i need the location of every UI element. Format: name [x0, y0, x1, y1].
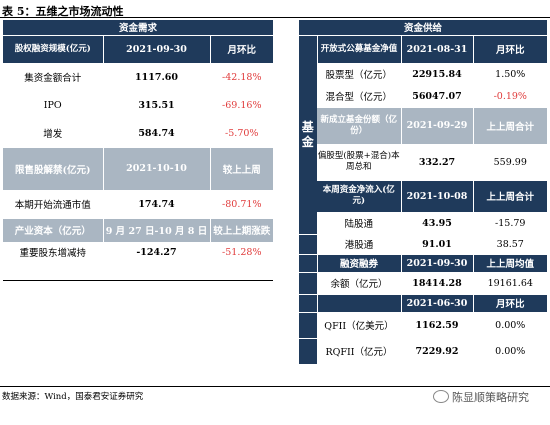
table-row: IPO 315.51 -69.16%	[3, 91, 273, 120]
row-label: 集资金额合计	[3, 63, 103, 92]
lockup-header: 限售股解禁(亿元)	[3, 147, 103, 191]
row-change: -5.70%	[209, 119, 273, 148]
open-fund-date-header: 2021-08-31	[400, 35, 473, 64]
row-label: QFII（亿美元）	[316, 312, 401, 339]
row-label: 港股通	[316, 234, 401, 255]
open-fund-header: 开放式公募基金净值	[316, 35, 401, 64]
table-row: 港股通 91.01 38.57	[299, 234, 548, 255]
top-rule	[0, 17, 550, 18]
row-change: 559.99	[472, 144, 548, 181]
supply-table: 资金供给 基金 开放式公募基金净值 2021-08-31 月环比 股票型（亿元）…	[299, 20, 548, 365]
new-fund-change-header: 上上周合计	[472, 107, 548, 145]
source-note: 数据来源：Wind，国泰君安证券研究	[2, 392, 144, 402]
row-value: 332.27	[400, 144, 473, 181]
lockup-date-header: 2021-10-10	[102, 147, 210, 191]
equity-date-header: 2021-09-30	[102, 35, 210, 64]
equity-change-header: 月环比	[209, 35, 273, 64]
table-caption: 表 5：五维之市场流动性	[2, 5, 124, 18]
row-value: 91.01	[400, 234, 473, 255]
row-change: 1.50%	[472, 63, 548, 86]
fund-side-label: 基金	[299, 35, 317, 235]
qfii-date-header: 2021-06-30	[400, 294, 473, 313]
row-label: 混合型（亿元）	[317, 85, 401, 108]
table-row: 重要股东增减持 -124.27 -51.28%	[3, 242, 273, 263]
watermark-text: 陈显顺策略研究	[452, 391, 529, 404]
row-label: RQFII（亿元）	[316, 338, 401, 365]
qfii-change-header: 月环比	[472, 294, 548, 313]
row-value: 584.74	[102, 119, 210, 148]
industrial-capital-header: 产业资本（亿元）	[3, 218, 103, 243]
row-label: IPO	[3, 91, 103, 120]
row-value: 1162.59	[400, 312, 473, 339]
row-value: -124.27	[102, 242, 210, 263]
supply-title: 资金供给	[299, 20, 548, 36]
demand-table: 资金需求 股权融资规模(亿元) 2021-09-30 月环比 集资金额合计 11…	[3, 20, 273, 263]
table-row: 股票型（亿元） 22915.84 1.50%	[299, 63, 548, 86]
lockup-change-header: 较上上周	[209, 147, 273, 191]
row-value: 1117.60	[102, 63, 210, 92]
demand-title: 资金需求	[3, 20, 273, 36]
row-label: 偏股型(股票+混合)本周总和	[317, 144, 401, 181]
net-inflow-change-header: 上上周合计	[472, 180, 548, 213]
row-change: -15.79	[472, 212, 548, 235]
equity-financing-header: 股权融资规模(亿元)	[3, 35, 103, 64]
qfii-header	[316, 294, 401, 313]
row-change: 0.00%	[472, 338, 548, 365]
table-row: 陆股通 43.95 -15.79	[299, 212, 548, 235]
bottom-rule	[0, 386, 550, 387]
row-change: 38.57	[472, 234, 548, 255]
table-row: 集资金额合计 1117.60 -42.18%	[3, 63, 273, 92]
row-value: 315.51	[102, 91, 210, 120]
net-inflow-date-header: 2021-10-08	[400, 180, 473, 213]
row-value: 22915.84	[400, 63, 473, 86]
row-label: 股票型（亿元）	[317, 63, 401, 86]
table-row: QFII（亿美元） 1162.59 0.00%	[299, 312, 548, 339]
table-row: 偏股型(股票+混合)本周总和 332.27 559.99	[299, 144, 548, 181]
new-fund-date-header: 2021-09-29	[400, 107, 473, 145]
row-label: 余额（亿元）	[316, 272, 401, 295]
row-label: 增发	[3, 119, 103, 148]
row-change: -80.71%	[209, 190, 273, 219]
watermark: 陈显顺策略研究	[433, 389, 529, 405]
table-row: 混合型（亿元） 56047.07 -0.19%	[299, 85, 548, 108]
demand-bottom-rule	[3, 280, 273, 281]
table-row: RQFII（亿元） 7229.92 0.00%	[299, 338, 548, 365]
row-value: 7229.92	[400, 338, 473, 365]
row-change: -51.28%	[209, 242, 273, 263]
margin-header: 融资融券	[316, 254, 401, 273]
row-label: 陆股通	[317, 212, 401, 235]
table-row: 本期开始流通市值 174.74 -80.71%	[3, 190, 273, 219]
row-label: 本期开始流通市值	[3, 190, 103, 219]
row-change: -42.18%	[209, 63, 273, 92]
row-value: 56047.07	[400, 85, 473, 108]
row-change: -69.16%	[209, 91, 273, 120]
net-inflow-header: 本周资金净流入(亿元)	[317, 180, 401, 213]
row-label: 重要股东增减持	[3, 242, 103, 263]
row-change: 0.00%	[472, 312, 548, 339]
margin-change-header: 上上周均值	[472, 254, 548, 273]
table-row: 增发 584.74 -5.70%	[3, 119, 273, 148]
margin-date-header: 2021-09-30	[400, 254, 473, 273]
new-fund-header: 新成立基金份额（亿份）	[317, 107, 401, 145]
wechat-icon	[433, 390, 449, 403]
row-change: 19161.64	[472, 272, 548, 295]
industrial-period-header: 9 月 27 日-10 月 8 日	[102, 218, 210, 243]
row-change: -0.19%	[472, 85, 548, 108]
row-value: 174.74	[102, 190, 210, 219]
industrial-change-header: 较上上期涨跌	[209, 218, 273, 243]
row-value: 18414.28	[400, 272, 473, 295]
table-row: 余额（亿元） 18414.28 19161.64	[299, 272, 548, 295]
open-fund-change-header: 月环比	[472, 35, 548, 64]
row-value: 43.95	[400, 212, 473, 235]
